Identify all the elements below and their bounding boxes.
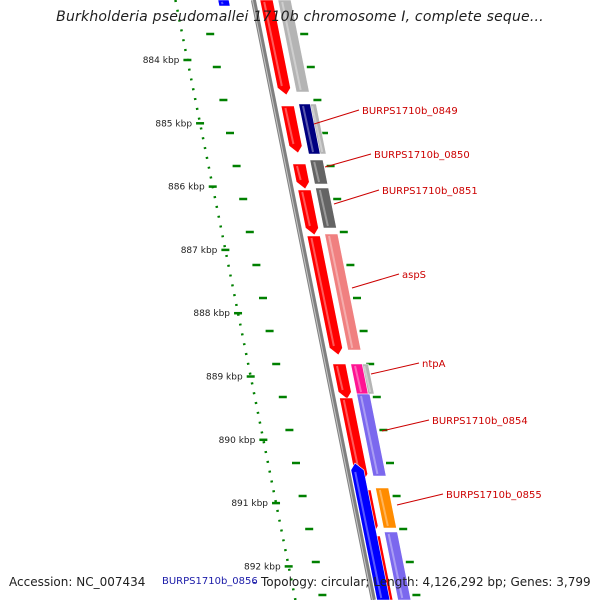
gene-feature-blue-highlight <box>354 471 383 599</box>
ruler-label: 888 kbp <box>193 309 230 319</box>
gene-label[interactable]: ntpA <box>422 359 446 370</box>
gene-feature-highlight <box>360 395 379 475</box>
gene-feature-blue-highlight <box>220 1 224 5</box>
gene-feature-highlight <box>354 365 363 393</box>
gene-label[interactable]: BURPS1710b_0849 <box>362 106 458 117</box>
gene-feature-red[interactable] <box>306 235 343 356</box>
hover-gene-link[interactable]: BURPS1710b_0856 <box>162 576 258 587</box>
ruler-axis <box>174 0 297 600</box>
gene-feature-highlight <box>281 1 302 91</box>
gene-feature-highlight <box>328 235 354 349</box>
gene-label[interactable]: aspS <box>402 270 426 281</box>
gene-feature-red[interactable] <box>292 163 310 190</box>
gene-label-leader <box>351 273 400 289</box>
gene-feature-red-highlight <box>301 191 311 227</box>
gene-label-leader <box>313 109 360 125</box>
gene-label-leader <box>324 153 372 168</box>
ruler-label: 885 kbp <box>155 119 192 129</box>
gene-feature-gray[interactable] <box>361 363 375 395</box>
gene-feature-red[interactable] <box>280 105 303 154</box>
gene-feature-red-highlight <box>310 237 335 347</box>
accession-text: Accession: NC_007434 <box>9 575 146 589</box>
gene-label-leader <box>396 493 444 506</box>
gene-feature[interactable] <box>356 393 387 477</box>
ruler-label: 887 kbp <box>181 246 218 256</box>
ruler-label: 891 kbp <box>231 499 268 509</box>
gene-feature-highlight <box>387 533 404 599</box>
gene-feature-red-highlight <box>336 365 344 391</box>
gene-feature-highlight <box>378 489 389 527</box>
gene-feature-red-highlight <box>342 399 361 473</box>
gene-feature-blue[interactable] <box>350 462 391 600</box>
gene-label-leader <box>381 419 430 432</box>
gene-feature-red[interactable] <box>259 0 291 96</box>
gene-feature-gray[interactable] <box>309 103 327 155</box>
gene-feature-highlight <box>318 189 329 227</box>
gene-feature[interactable] <box>309 159 329 185</box>
gene-feature-red-highlight <box>284 107 295 145</box>
ruler-label: 886 kbp <box>168 183 205 193</box>
topology-text: Topology: circular; Length: 4,126,292 bp… <box>261 575 591 589</box>
gene-label-leader <box>333 189 380 205</box>
gene-label[interactable]: BURPS1710b_0854 <box>432 416 528 427</box>
gene-feature-red[interactable] <box>297 189 319 236</box>
gene-feature-red[interactable] <box>332 363 352 400</box>
gene-feature-gray-highlight <box>311 105 324 153</box>
gene-feature[interactable] <box>383 531 412 600</box>
ruler-label: 889 kbp <box>206 373 243 383</box>
gene-feature-highlight <box>313 161 321 183</box>
ruler-label: 884 kbp <box>143 56 180 66</box>
gene-feature[interactable] <box>375 487 397 529</box>
ruler-label: 890 kbp <box>219 436 256 446</box>
gene-feature[interactable] <box>315 187 337 229</box>
map-title: Burkholderia pseudomallei 1710b chromoso… <box>56 9 544 25</box>
genome-backbone <box>251 0 373 600</box>
gene-label-leader <box>370 362 420 375</box>
gene-label[interactable]: BURPS1710b_0851 <box>382 186 478 197</box>
gene-feature[interactable] <box>324 233 362 351</box>
footer-separator: - <box>252 575 257 589</box>
gene-feature-red-highlight <box>296 165 302 181</box>
ruler-label: 892 kbp <box>244 562 281 572</box>
genome-backbone <box>250 0 376 600</box>
gene-feature[interactable] <box>277 0 310 93</box>
gene-label[interactable]: BURPS1710b_0855 <box>446 490 542 501</box>
gene-feature-red-highlight <box>263 1 283 87</box>
status-footer: Accession: NC_007434 BURPS1710b_0856 - T… <box>0 575 600 591</box>
gene-label[interactable]: BURPS1710b_0850 <box>374 150 470 161</box>
gene-feature-blue[interactable] <box>217 0 231 7</box>
gene-feature-gray-highlight <box>363 365 372 393</box>
gene-feature-highlight <box>302 105 315 153</box>
